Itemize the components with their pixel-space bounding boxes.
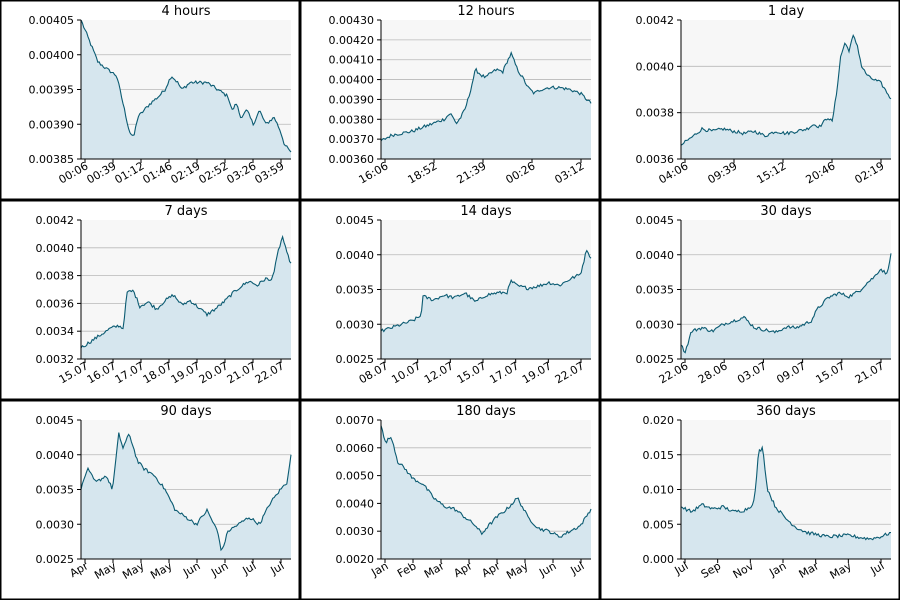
chart-title: 1 day — [768, 4, 805, 19]
y-tick-label: 0.0036 — [36, 297, 75, 310]
series-area — [81, 236, 291, 359]
series-line — [380, 51, 592, 142]
y-tick-label: 0.0045 — [636, 214, 675, 227]
y-tick-label: 0.0040 — [36, 242, 75, 255]
y-tick-label: 0.0020 — [336, 553, 375, 566]
chart-title: 30 days — [760, 204, 812, 219]
y-tick-label: 0.0025 — [336, 353, 375, 366]
y-tick-label: 0.0040 — [636, 249, 675, 262]
y-tick-label: 0.00400 — [329, 74, 375, 87]
chart-title: 90 days — [160, 404, 212, 419]
y-tick-label: 0.0035 — [636, 284, 675, 297]
chart-title: 12 hours — [457, 4, 514, 19]
series-area — [81, 432, 291, 559]
y-tick-label: 0.0038 — [636, 107, 675, 120]
y-tick-label: 0.00385 — [29, 153, 75, 166]
chart-panel: 0.00320.00340.00360.00380.00400.004215.0… — [0, 200, 300, 400]
y-tick-label: 0.00430 — [329, 14, 375, 27]
series-line — [680, 253, 892, 354]
x-tick-label: Jul — [568, 559, 587, 577]
y-tick-label: 0.015 — [643, 449, 675, 462]
chart-title: 180 days — [456, 404, 516, 419]
y-tick-label: 0.00410 — [329, 54, 375, 67]
series-line — [80, 432, 292, 552]
y-tick-label: 0.00380 — [329, 113, 375, 126]
chart-panel: 0.00250.00300.00350.00400.004508.0710.07… — [300, 200, 600, 400]
chart-title: 7 days — [164, 204, 207, 219]
series-line — [380, 425, 592, 538]
y-tick-label: 0.00405 — [29, 14, 75, 27]
chart-title: 360 days — [756, 404, 816, 419]
chart-title: 14 days — [460, 204, 512, 219]
y-tick-label: 0.0050 — [336, 470, 375, 483]
series-line — [80, 234, 292, 349]
series-line — [380, 249, 592, 333]
y-tick-label: 0.0030 — [336, 525, 375, 538]
y-tick-label: 0.0040 — [336, 249, 375, 262]
series-line — [680, 445, 891, 541]
y-tick-label: 0.0030 — [36, 518, 75, 531]
series-area — [681, 253, 891, 359]
y-tick-label: 0.0030 — [636, 318, 675, 331]
chart-panel: 0.003850.003900.003950.004000.0040500:06… — [0, 0, 300, 200]
y-tick-label: 0.0034 — [36, 325, 75, 338]
y-tick-label: 0.0040 — [36, 449, 75, 462]
y-tick-label: 0.0045 — [36, 414, 75, 427]
y-tick-label: 0.00400 — [29, 49, 75, 62]
y-tick-label: 0.00390 — [329, 93, 375, 106]
series-area — [681, 35, 891, 159]
series-line — [80, 19, 292, 153]
y-tick-label: 0.0038 — [36, 270, 75, 283]
y-tick-label: 0.0035 — [336, 284, 375, 297]
y-tick-label: 0.0035 — [36, 484, 75, 497]
y-tick-label: 0.0060 — [336, 442, 375, 455]
y-tick-label: 0.0025 — [36, 553, 75, 566]
y-tick-label: 0.0040 — [636, 60, 675, 73]
y-tick-label: 0.0042 — [636, 14, 675, 27]
y-tick-label: 0.00395 — [29, 84, 75, 97]
x-tick-label: Jul — [868, 559, 887, 577]
series-area — [81, 20, 291, 159]
series-area — [381, 52, 591, 160]
y-tick-label: 0.000 — [643, 553, 675, 566]
chart-panel: 0.00360 0.00370 0.00380 0.00390 0.00400 0.004… — [300, 0, 600, 200]
y-tick-label: 0.0042 — [36, 214, 75, 227]
y-tick-label: 0.0030 — [336, 318, 375, 331]
y-tick-label: 0.0070 — [336, 414, 375, 427]
series-area — [681, 447, 891, 559]
y-tick-label: 0.0036 — [636, 153, 675, 166]
y-tick-label: 0.0045 — [336, 214, 375, 227]
y-tick-label: 0.005 — [643, 518, 675, 531]
chart-title: 4 hours — [162, 4, 211, 19]
y-tick-label: 0.00360 — [329, 153, 375, 166]
x-tick-label: Jul — [240, 559, 259, 577]
y-tick-label: 0.00370 — [329, 133, 375, 146]
y-tick-label: 0.00390 — [29, 118, 75, 131]
x-tick-label: Jul — [672, 559, 691, 577]
series-line — [680, 33, 892, 146]
y-tick-label: 0.0032 — [36, 353, 75, 366]
x-tick-label: Jul — [268, 559, 287, 577]
y-tick-label: 0.010 — [643, 484, 675, 497]
series-area — [381, 425, 591, 559]
y-tick-label: 0.0025 — [636, 353, 675, 366]
y-tick-label: 0.00420 — [329, 34, 375, 47]
y-tick-label: 0.020 — [643, 414, 675, 427]
y-tick-label: 0.0040 — [336, 497, 375, 510]
series-area — [381, 250, 591, 359]
